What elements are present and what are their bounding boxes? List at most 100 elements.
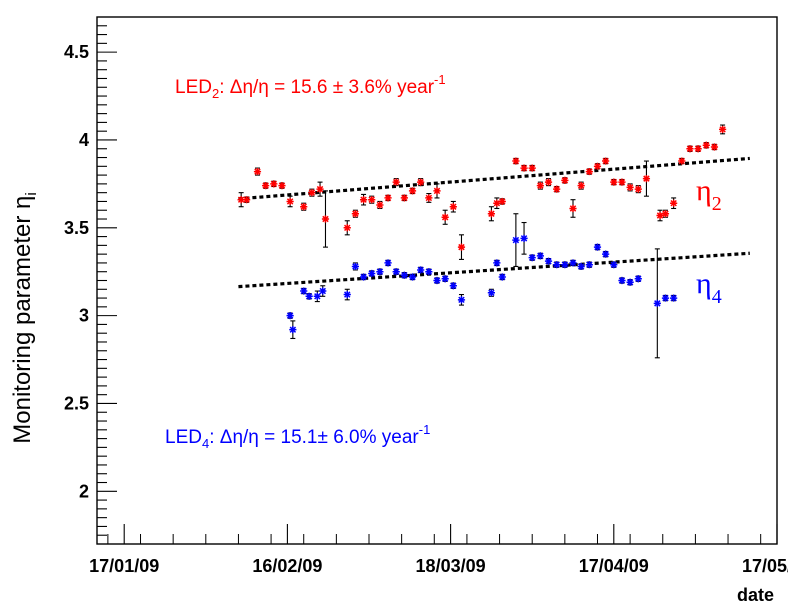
annotation-led2-sup: -1 <box>434 72 446 87</box>
star-marker <box>512 157 520 165</box>
data-point-eta2 <box>719 124 727 135</box>
y-tick-label: 2.5 <box>64 393 89 413</box>
star-marker <box>343 224 351 232</box>
star-marker <box>392 268 400 276</box>
star-marker <box>569 204 577 213</box>
data-point-eta2 <box>343 220 351 236</box>
data-point-eta4 <box>498 273 506 281</box>
series-label-eta4: η4 <box>696 267 722 308</box>
data-point-eta2 <box>262 182 270 190</box>
data-point-eta4 <box>626 278 634 286</box>
star-marker <box>417 266 425 274</box>
data-point-eta4 <box>433 276 441 285</box>
data-point-eta2 <box>553 185 561 193</box>
data-point-eta2 <box>376 200 384 210</box>
star-marker <box>351 210 359 218</box>
star-marker <box>368 269 376 278</box>
star-marker <box>520 234 528 242</box>
annotation-led4: LED4: Δη/η = 15.1± 6.0% year-1 <box>165 422 430 451</box>
star-marker <box>408 273 417 281</box>
data-point-eta4 <box>544 257 553 265</box>
star-marker <box>433 276 441 285</box>
data-point-eta4 <box>351 262 359 271</box>
star-marker <box>626 278 634 286</box>
star-marker <box>457 296 466 304</box>
star-marker <box>618 276 626 285</box>
star-marker <box>670 294 678 302</box>
star-marker <box>569 259 577 267</box>
star-marker <box>593 162 602 170</box>
data-point-eta4 <box>417 266 425 274</box>
star-marker <box>262 182 270 190</box>
star-marker <box>270 180 278 188</box>
star-marker <box>610 178 618 186</box>
star-marker <box>289 326 297 334</box>
series-label-eta2-sub: 2 <box>712 193 722 215</box>
star-marker <box>678 157 686 165</box>
star-marker <box>661 210 670 218</box>
data-point-eta2 <box>243 196 251 204</box>
y-axis: 2 2.5 3 3.5 4 4.5 <box>64 25 117 536</box>
star-marker <box>433 187 441 195</box>
data-point-eta2 <box>544 178 553 187</box>
star-marker <box>553 185 561 193</box>
fit-line-eta2 <box>238 156 750 201</box>
data-point-eta2 <box>634 185 642 194</box>
data-point-eta2 <box>237 192 245 208</box>
star-marker <box>253 167 262 176</box>
star-marker <box>577 182 585 190</box>
star-marker <box>602 157 610 165</box>
fit-line-eta4 <box>238 251 750 289</box>
star-marker <box>359 196 368 204</box>
star-marker <box>487 210 495 218</box>
annotation-led4-sub: 4 <box>202 436 209 451</box>
star-marker <box>286 312 294 320</box>
y-axis-title-main: Monitoring parameter η <box>9 196 36 444</box>
data-points <box>237 124 727 359</box>
annotation-led2: LED2: Δη/η = 15.6 ± 3.6% year-1 <box>175 72 446 101</box>
data-point-eta2 <box>702 141 710 149</box>
data-point-eta2 <box>433 183 441 199</box>
star-marker <box>544 257 553 265</box>
star-marker <box>305 292 313 300</box>
star-marker <box>536 252 544 260</box>
fit-lines <box>238 156 750 289</box>
annotation-led2-prefix: LED <box>175 77 212 98</box>
data-point-eta2 <box>512 157 520 165</box>
data-point-eta2 <box>642 160 651 197</box>
annotation-led2-sub: 2 <box>212 86 219 101</box>
data-point-eta4 <box>425 268 433 276</box>
data-point-eta4 <box>610 261 618 269</box>
series-label-eta2: η2 <box>696 174 722 215</box>
star-marker <box>300 287 308 295</box>
data-point-eta4 <box>376 268 384 276</box>
star-marker <box>528 164 536 172</box>
y-tick-label: 3.5 <box>64 218 89 238</box>
star-marker <box>719 125 727 134</box>
star-marker <box>392 178 400 186</box>
data-point-eta4 <box>634 275 642 283</box>
data-point-eta4 <box>457 294 466 306</box>
data-point-eta4 <box>536 252 544 260</box>
data-point-eta2 <box>253 167 262 176</box>
star-marker <box>656 211 664 220</box>
data-point-eta4 <box>593 243 602 251</box>
data-point-eta4 <box>289 320 297 340</box>
star-marker <box>602 250 610 258</box>
data-point-eta2 <box>577 181 585 190</box>
star-marker <box>618 178 626 186</box>
star-marker <box>634 275 642 283</box>
star-marker <box>351 262 359 271</box>
data-point-eta4 <box>343 288 351 301</box>
star-marker <box>449 282 457 290</box>
star-marker <box>498 273 506 281</box>
data-point-eta4 <box>408 273 417 281</box>
annotation-led2-formula: : Δη/η = 15.6 ± 3.6% year <box>219 77 434 98</box>
star-marker <box>585 261 593 269</box>
star-marker <box>457 243 466 251</box>
star-marker <box>493 199 501 207</box>
annotation-led4-sup: -1 <box>419 422 431 437</box>
series-label-eta4-main: η <box>696 267 712 300</box>
data-point-eta2 <box>441 209 449 225</box>
data-point-eta4 <box>305 292 313 300</box>
